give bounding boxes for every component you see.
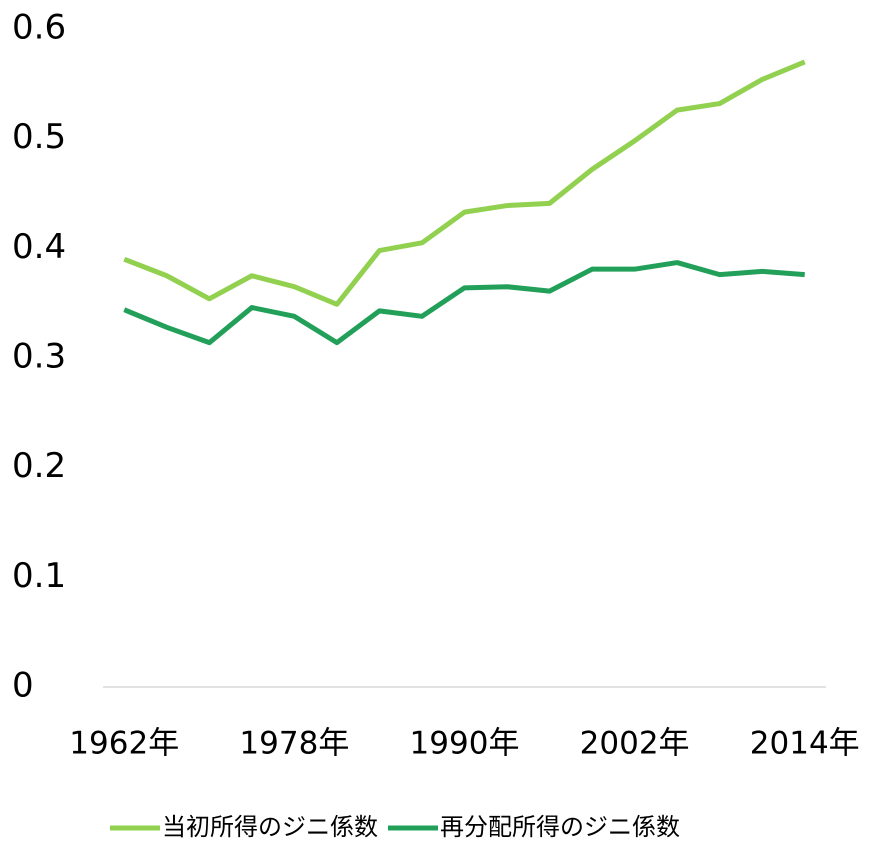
y-tick-label: 0.2 — [12, 446, 66, 486]
y-tick-label: 0.4 — [12, 227, 66, 267]
y-tick-label: 0.1 — [12, 556, 66, 596]
y-tick-label: 0.3 — [12, 337, 66, 377]
x-tick-label: 2002年 — [580, 726, 690, 762]
x-tick-label: 1978年 — [239, 726, 349, 762]
legend-label: 再分配所得のジニ係数 — [440, 813, 680, 841]
series-line — [123, 59, 806, 307]
y-tick-label: 0.6 — [12, 8, 66, 48]
legend-label: 当初所得のジニ係数 — [162, 813, 378, 841]
x-tick-label: 1962年 — [69, 726, 179, 762]
series-line — [123, 260, 805, 346]
x-tick-label: 2014年 — [750, 726, 860, 762]
x-tick-label: 1990年 — [410, 726, 520, 762]
y-tick-label: 0.5 — [12, 117, 66, 157]
y-tick-label: 0 — [12, 666, 34, 706]
